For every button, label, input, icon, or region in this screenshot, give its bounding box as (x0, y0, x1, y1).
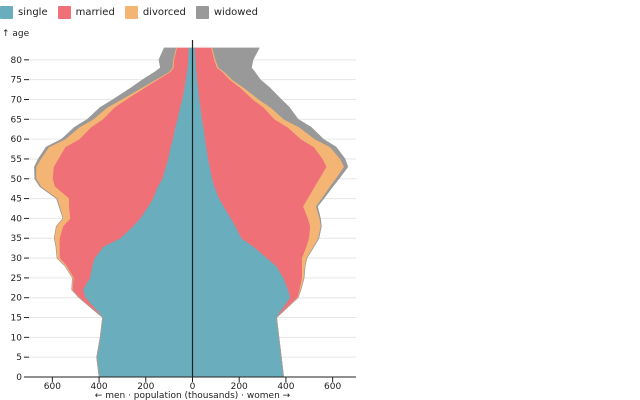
x-tick-label-5: 400 (277, 382, 294, 392)
x-tick-label-1: 400 (90, 382, 107, 392)
y-tick-label-80: 80 (11, 56, 23, 66)
legend-item-single: single (0, 5, 48, 19)
y-tick-label-30: 30 (11, 254, 23, 264)
legend-label-single: single (18, 6, 48, 18)
legend-swatch-widowed (195, 5, 209, 19)
legend-item-widowed: widowed (195, 5, 258, 19)
y-tick-label-70: 70 (11, 95, 23, 105)
x-axis-label: ← men · population (thousands) · women → (95, 391, 291, 400)
legend-label-divorced: divorced (142, 6, 186, 18)
y-tick-label-20: 20 (11, 294, 23, 304)
y-tick-label-65: 65 (11, 115, 22, 125)
legend-label-widowed: widowed (213, 6, 258, 18)
y-tick-label-45: 45 (11, 195, 22, 205)
x-tick-label-0: 600 (44, 382, 61, 392)
legend-swatch-divorced (124, 5, 138, 19)
y-tick-label-25: 25 (11, 274, 22, 284)
y-tick-label-60: 60 (11, 135, 23, 145)
y-tick-label-50: 50 (11, 175, 23, 185)
x-tick-label-6: 600 (324, 382, 341, 392)
y-axis-label: ↑ age (2, 29, 30, 39)
y-tick-label-0: 0 (16, 373, 22, 383)
y-tick-label-35: 35 (11, 234, 22, 244)
chart-legend: single married divorced widowed (0, 4, 258, 20)
area-men-widowed (34, 47, 177, 378)
y-tick-label-15: 15 (11, 314, 22, 324)
legend-swatch-married (57, 5, 71, 19)
legend-label-married: married (75, 6, 115, 18)
legend-item-divorced: divorced (124, 5, 186, 19)
x-tick-label-2: 200 (137, 382, 154, 392)
legend-item-married: married (57, 5, 115, 19)
x-tick-label-4: 200 (231, 382, 248, 392)
y-tick-label-10: 10 (11, 333, 23, 343)
x-tick-label-3: 0 (190, 382, 196, 392)
legend-swatch-single (0, 5, 13, 19)
y-tick-label-40: 40 (11, 214, 23, 224)
y-tick-label-5: 5 (16, 353, 22, 363)
y-tick-label-75: 75 (11, 76, 22, 86)
area-women-widowed (212, 47, 349, 378)
y-tick-label-55: 55 (11, 155, 22, 165)
